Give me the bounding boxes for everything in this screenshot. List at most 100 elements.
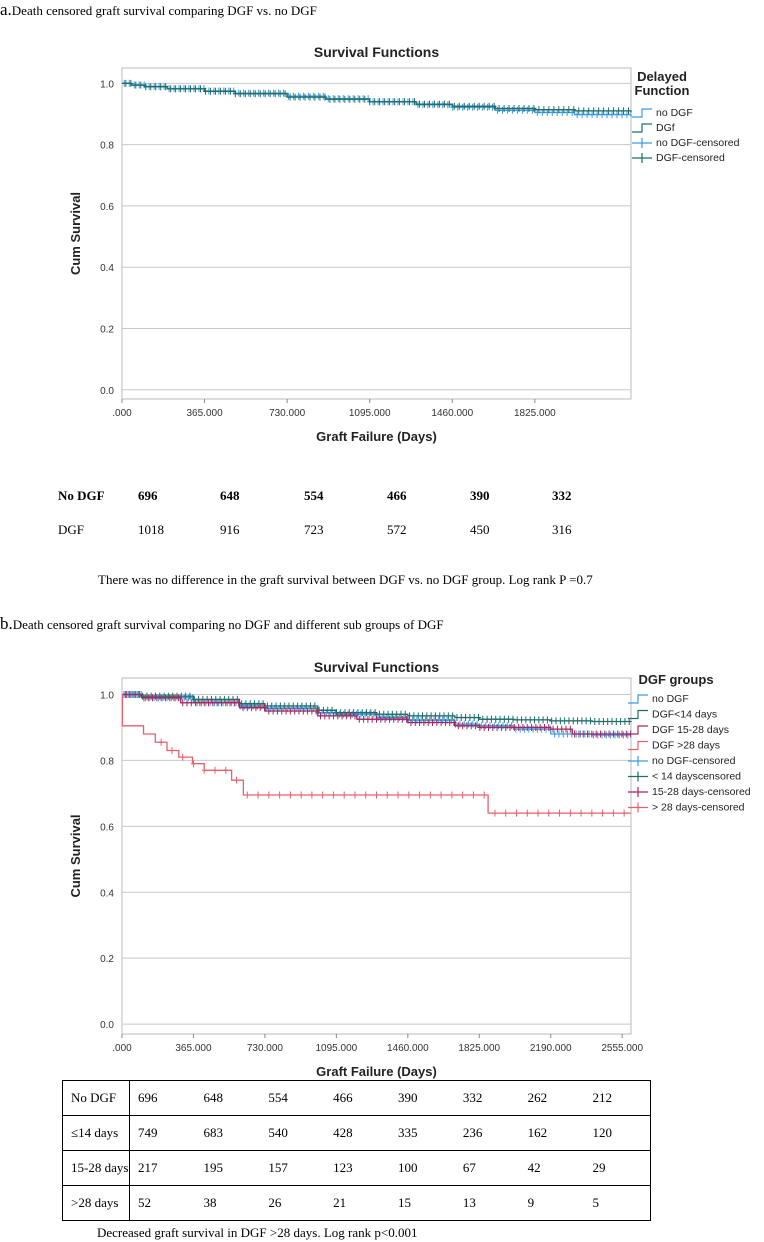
- censor-mark: [567, 725, 573, 733]
- censor-mark: [262, 704, 268, 712]
- censor-mark: [123, 79, 129, 87]
- censor-mark: [589, 809, 595, 817]
- censor-mark: [600, 718, 606, 726]
- censor-mark: [429, 719, 435, 726]
- censor-mark: [162, 694, 168, 702]
- censor-mark: [477, 723, 483, 731]
- censor-marks-2: [123, 79, 632, 115]
- censor-mark: [531, 104, 537, 112]
- censor-mark: [138, 81, 144, 89]
- risk-cell: 15: [389, 1185, 455, 1221]
- censor-mark: [374, 791, 379, 799]
- censor-mark: [593, 730, 599, 738]
- censor-mark: [212, 766, 218, 774]
- legend-censored-item-2: < 14 dayscensored: [628, 771, 741, 783]
- censor-mark: [535, 809, 541, 817]
- censor-mark: [604, 111, 610, 119]
- risk-cell: 554: [260, 1080, 326, 1116]
- panel-b-note: Decreased graft survival in DGF >28 days…: [97, 1225, 418, 1240]
- censor-mark: [277, 702, 283, 710]
- censor-mark: [347, 95, 353, 103]
- censor-mark: [178, 85, 184, 93]
- y-tick-label: 1.0: [100, 79, 114, 90]
- censor-mark: [490, 723, 496, 731]
- censor-mark: [454, 714, 460, 722]
- censor-mark: [352, 712, 358, 720]
- censor-mark: [424, 712, 430, 720]
- censor-mark: [132, 690, 138, 698]
- legend-censor-swatch: [628, 802, 648, 813]
- censor-mark: [320, 706, 326, 714]
- censor-mark: [533, 723, 539, 731]
- censor-mark: [516, 104, 522, 112]
- legend-label: no DGF: [652, 693, 689, 705]
- censor-mark: [193, 699, 199, 707]
- legend-item-4: DGF >28 days: [628, 740, 720, 752]
- censor-mark: [277, 90, 283, 98]
- censor-mark: [322, 712, 328, 720]
- legend-label: DGF >28 days: [652, 740, 720, 752]
- censor-mark: [583, 717, 589, 725]
- chart-title: Survival Functions: [314, 659, 439, 675]
- censor-mark: [367, 98, 373, 106]
- censor-mark: [460, 791, 466, 799]
- censor-mark: [589, 111, 595, 119]
- censor-mark: [218, 699, 224, 707]
- censor-mark: [494, 723, 500, 731]
- censor-mark: [621, 107, 627, 115]
- censor-mark: [279, 707, 285, 715]
- x-tick-label: .000: [112, 1043, 132, 1054]
- censor-mark: [485, 723, 491, 731]
- censor-mark: [243, 700, 249, 708]
- censor-mark: [202, 87, 208, 95]
- x-tick-label: 730.000: [247, 1043, 284, 1054]
- censor-mark: [425, 719, 431, 726]
- x-tick-label: 1460.000: [387, 1043, 429, 1054]
- censor-mark: [506, 715, 512, 723]
- risk-cell: 67: [454, 1150, 520, 1186]
- censor-mark: [566, 717, 572, 725]
- censor-mark: [357, 95, 363, 103]
- risk-row-label: 15-28 days: [62, 1150, 130, 1186]
- censor-mark: [560, 730, 566, 738]
- risk-row-label: DGF: [58, 522, 85, 537]
- censor-mark: [316, 706, 322, 714]
- censor-mark: [292, 707, 298, 715]
- censor-mark: [540, 716, 546, 724]
- censor-mark: [399, 715, 405, 723]
- censor-mark: [227, 87, 233, 95]
- censor-mark: [329, 706, 335, 714]
- censor-mark: [183, 692, 189, 700]
- censor-mark: [581, 107, 587, 115]
- censor-mark: [523, 716, 529, 724]
- x-tick-label: 1460.000: [431, 408, 473, 419]
- censor-mark: [377, 98, 383, 106]
- censor-mark: [417, 791, 423, 799]
- censor-mark: [561, 106, 567, 114]
- censor-mark: [599, 111, 605, 119]
- censor-mark: [498, 723, 504, 731]
- legend-censor-swatch: [628, 756, 648, 766]
- risk-cell: 38: [195, 1185, 261, 1221]
- censor-mark: [183, 85, 189, 93]
- censor-mark: [365, 715, 371, 723]
- censor-mark: [497, 715, 503, 723]
- censor-mark: [427, 791, 433, 799]
- y-tick-label: 0.8: [100, 756, 114, 767]
- censor-mark: [253, 704, 259, 712]
- censor-mark: [318, 712, 324, 720]
- censor-mark: [312, 702, 318, 710]
- censor-mark: [463, 714, 469, 722]
- censor-mark: [247, 700, 253, 708]
- y-tick-label: 0.6: [100, 202, 114, 213]
- censor-mark: [432, 712, 438, 720]
- x-axis-label: Graft Failure (Days): [316, 1064, 437, 1079]
- risk-cell: 236: [454, 1115, 520, 1151]
- censor-mark: [188, 699, 194, 707]
- risk-cell: 123: [325, 1150, 390, 1186]
- risk-cell: 749: [129, 1115, 196, 1151]
- censor-mark: [257, 90, 263, 98]
- panel-b-caption: b.Death censored graft survival comparin…: [0, 614, 444, 634]
- censor-mark: [609, 718, 615, 726]
- censor-mark: [302, 93, 308, 101]
